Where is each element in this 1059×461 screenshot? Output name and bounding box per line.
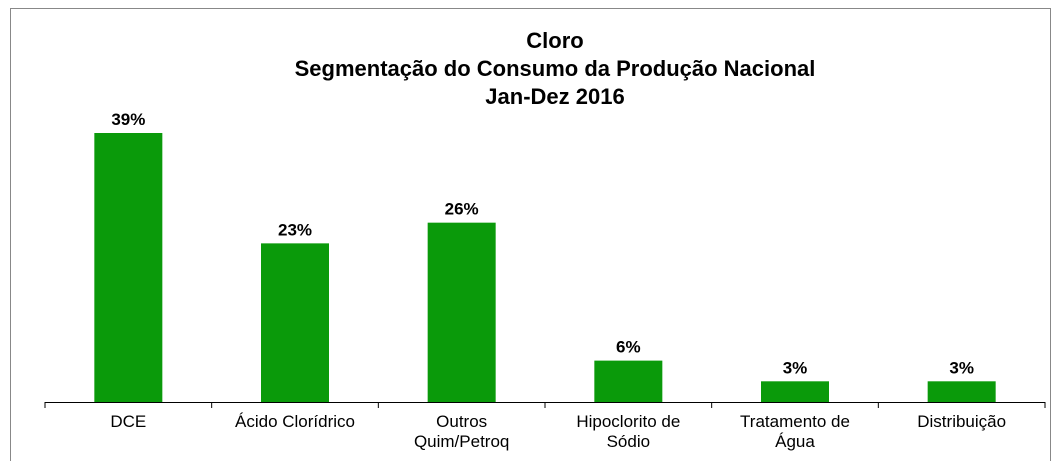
x-tick-label: Ácido Clorídrico bbox=[235, 412, 355, 431]
chart-period: Jan-Dez 2016 bbox=[485, 84, 624, 109]
value-label: 23% bbox=[278, 220, 312, 239]
x-tick-label: Hipoclorito de Sódio bbox=[576, 412, 681, 451]
x-tick-label: Outros Quim/Petroq bbox=[413, 412, 510, 451]
bar bbox=[927, 381, 996, 402]
chart-border bbox=[10, 8, 1051, 461]
value-label: 26% bbox=[445, 200, 479, 219]
x-tick-label: DCE bbox=[110, 412, 147, 431]
chart-subtitle: Segmentação do Consumo da Produção Nacio… bbox=[295, 56, 816, 81]
x-tick-label: Tratamento de Água bbox=[740, 412, 850, 451]
bar bbox=[594, 360, 663, 402]
chart-title: Cloro bbox=[526, 28, 583, 53]
bar bbox=[761, 381, 829, 402]
value-label: 3% bbox=[949, 358, 974, 377]
x-tick-label: Distribuição bbox=[917, 412, 1007, 431]
bar bbox=[94, 133, 163, 402]
bar bbox=[427, 222, 496, 402]
value-label: 6% bbox=[616, 338, 641, 357]
bar bbox=[261, 243, 329, 402]
value-label: 39% bbox=[111, 110, 145, 129]
value-label: 3% bbox=[783, 358, 808, 377]
